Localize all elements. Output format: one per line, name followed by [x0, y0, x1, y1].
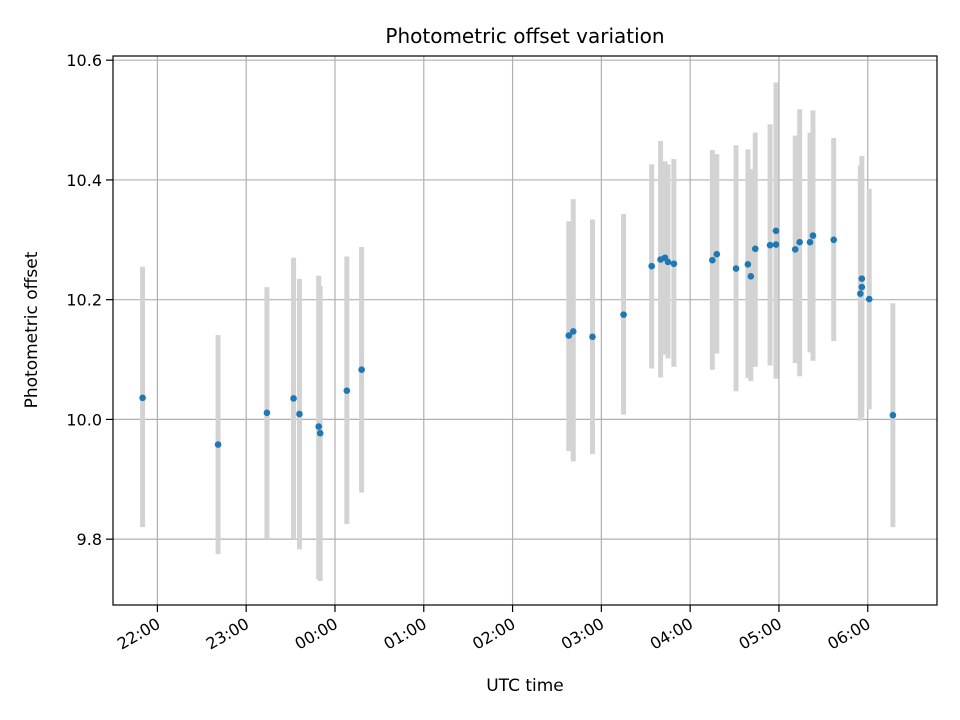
x-axis-title: UTC time: [486, 676, 564, 696]
y-tick-label: 9.8: [77, 530, 102, 549]
y-axis-title: Photometric offset: [22, 251, 42, 408]
data-point: [744, 261, 752, 268]
data-point: [865, 295, 873, 303]
data-point: [732, 265, 740, 272]
y-tick-label: 10.4: [66, 171, 102, 190]
data-point: [214, 441, 222, 448]
data-point: [664, 258, 672, 266]
data-point: [772, 241, 780, 248]
chart-title: Photometric offset variation: [385, 24, 664, 48]
data-point: [670, 260, 678, 268]
data-point: [139, 394, 146, 402]
grid: [113, 56, 937, 605]
data-point: [358, 366, 365, 374]
data-point: [569, 328, 577, 335]
data-point: [709, 256, 716, 264]
data-point: [889, 411, 897, 419]
data-point: [290, 395, 297, 402]
data-point: [751, 245, 759, 253]
data-point: [857, 290, 864, 297]
y-tick-label: 10.6: [66, 51, 102, 70]
data-point: [589, 333, 596, 341]
data-point: [766, 241, 774, 249]
y-tick-label: 10.0: [66, 410, 102, 429]
plot-frame: [112, 55, 938, 606]
data-point: [620, 311, 627, 318]
data-point: [858, 283, 866, 291]
data-point: [772, 227, 780, 235]
data-point: [796, 238, 803, 246]
data-point: [791, 246, 799, 253]
data-points: [139, 227, 897, 448]
data-point: [315, 423, 323, 430]
data-point: [747, 273, 755, 280]
data-point: [343, 387, 351, 394]
data-point: [713, 250, 721, 258]
data-point: [809, 232, 817, 239]
data-point: [858, 275, 866, 283]
y-axis: 9.8 10.0 10.2 10.4 10.6: [66, 51, 113, 549]
data-point: [648, 262, 655, 270]
data-point: [806, 238, 814, 246]
data-point: [565, 332, 573, 339]
data-point: [296, 410, 303, 418]
data-point: [316, 429, 324, 437]
data-point: [263, 409, 271, 417]
data-point: [830, 236, 838, 244]
y-tick-label: 10.2: [66, 291, 102, 310]
